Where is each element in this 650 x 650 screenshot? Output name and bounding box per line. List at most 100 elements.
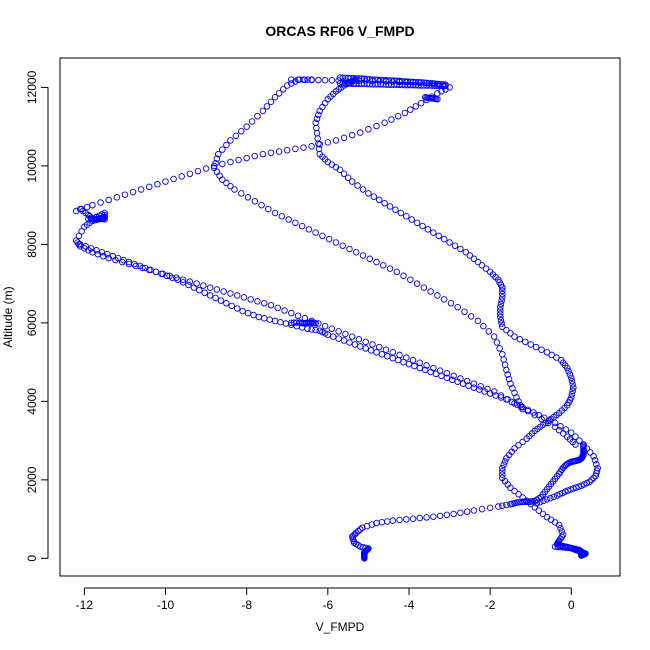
data-point [72,207,80,215]
data-point [254,112,261,120]
data-point [308,326,315,333]
data-point [238,190,245,197]
data-point [185,281,192,289]
data-point [162,178,169,185]
data-point [409,356,417,364]
data-point [97,199,104,206]
data-point [216,172,223,179]
data-point [572,484,580,491]
data-point [416,514,424,522]
data-point [394,356,402,364]
data-point [496,345,503,352]
data-point [524,406,532,414]
data-point [319,103,326,111]
data-point [405,360,413,368]
data-point [497,310,504,317]
data-point [305,226,313,233]
data-point [519,498,526,506]
data-point [442,82,449,90]
data-point [515,398,522,405]
data-point [238,127,245,135]
data-point [507,330,514,337]
data-point [553,492,561,499]
data-point [174,276,181,283]
data-point [210,164,218,172]
data-point [555,521,563,529]
data-point [125,258,133,266]
data-point [470,507,478,514]
data-point [288,76,295,83]
data-point [316,141,323,148]
data-point [454,303,461,311]
data-point [413,219,421,227]
data-point [292,145,299,153]
data-point [315,76,322,84]
data-point [206,284,214,291]
data-point [219,176,226,183]
data-point [568,377,576,385]
data-point [478,262,486,269]
data-point [335,328,342,335]
data-point [298,222,306,230]
x-tick-label: -2 [485,598,496,612]
data-point [557,422,564,430]
data-point [497,394,505,401]
data-point [503,501,510,509]
data-point [474,317,482,325]
data-point [247,296,254,303]
y-tick-label: 4000 [25,388,39,415]
data-point [550,493,557,501]
data-point [586,449,594,456]
data-point [384,518,391,525]
data-point [527,341,534,348]
data-point [555,426,563,434]
data-point [497,300,505,308]
data-point [178,173,185,180]
data-point [393,268,401,276]
data-point [266,316,273,323]
data-point [137,186,145,193]
data-point [213,168,221,176]
data-point [179,279,187,286]
data-point [227,137,234,144]
data-point [420,284,428,291]
data-point [481,388,488,395]
data-point [500,356,507,363]
data-point [531,504,539,511]
data-point [551,519,559,526]
data-point [332,137,340,144]
data-point [388,116,395,123]
data-point [467,313,475,320]
y-tick-label: 8000 [25,231,39,258]
data-point [93,213,100,221]
data-point [470,380,478,387]
data-point [565,368,572,375]
data-point [495,503,502,510]
data-point [519,404,526,411]
data-point [351,341,359,348]
data-point [82,243,89,250]
data-point [312,326,319,334]
data-point [570,384,577,391]
data-point [367,347,375,354]
data-point [499,351,506,358]
data-point [546,417,553,424]
data-point [477,383,484,390]
x-tick-label: -12 [76,598,94,612]
data-point [285,216,292,223]
data-point [355,335,363,343]
data-point [244,194,252,201]
data-point [332,239,340,246]
data-point [462,248,470,256]
data-point [373,349,380,356]
data-point [499,474,506,482]
data-point [233,305,241,312]
data-point [407,276,414,283]
data-point [352,248,360,256]
data-point [389,349,397,356]
data-point [267,98,275,106]
data-point [243,154,250,162]
data-point [362,345,369,352]
data-point [559,531,567,539]
data-point [304,76,311,83]
